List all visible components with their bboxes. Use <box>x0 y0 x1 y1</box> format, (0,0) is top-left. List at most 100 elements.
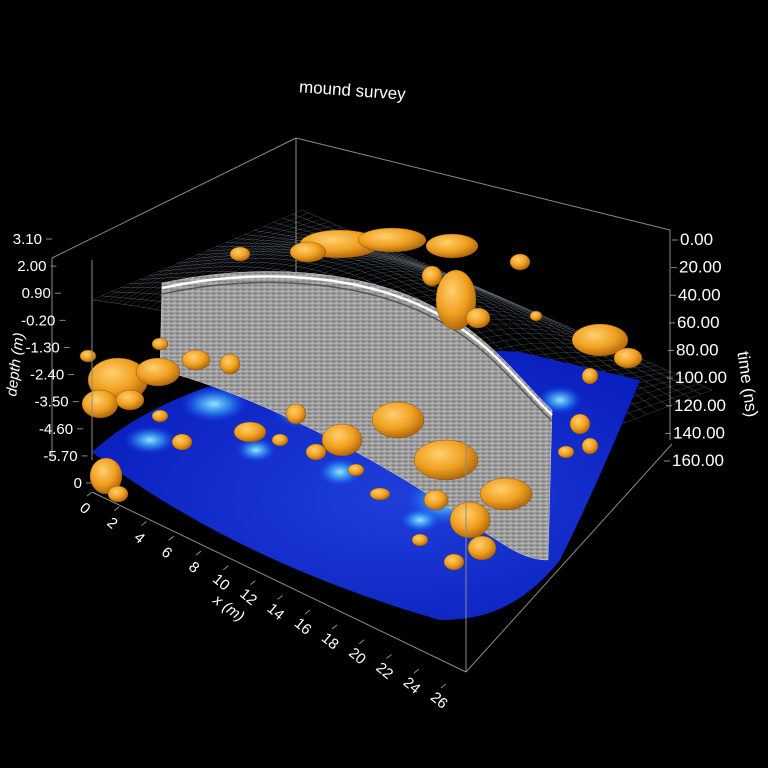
isosurface-blob <box>371 401 425 439</box>
time-tick-label: 60.00 <box>677 313 720 332</box>
x-tick-mark <box>222 565 229 571</box>
slice-hotspot <box>318 458 362 486</box>
mesh-line <box>117 221 330 304</box>
depth-tick-label: 0.90 <box>22 285 51 302</box>
time-axis-title: time (ns) <box>733 350 761 418</box>
x-tick-mark <box>413 668 420 674</box>
isosurface-blob <box>233 421 267 443</box>
isosurface-blob <box>581 437 599 455</box>
mesh-line <box>98 212 309 301</box>
isosurface-blob <box>271 433 289 447</box>
time-tick-label: 160.00 <box>672 451 724 470</box>
depth-tick-label: -4.60 <box>39 421 73 438</box>
x-tick-label: 20 <box>345 644 369 668</box>
x-tick-label: 10 <box>209 571 233 595</box>
radargram-section <box>159 271 553 561</box>
x-tick-mark <box>113 506 120 512</box>
isosurface-blob <box>557 445 575 459</box>
bounding-box-back <box>51 137 671 458</box>
mesh-line <box>110 218 323 303</box>
x-tick-mark <box>331 624 338 630</box>
time-tick-label: 0.00 <box>680 230 713 249</box>
isosurface-blob <box>321 423 363 457</box>
depth-tick-label: -2.40 <box>30 367 64 384</box>
isosurface-blob <box>229 246 251 262</box>
mesh-line <box>91 209 303 301</box>
x-tick-label: 6 <box>158 544 175 562</box>
isosurface-blob <box>285 403 307 425</box>
slice-hotspot <box>180 386 248 422</box>
time-tick-label: 140.00 <box>673 423 725 442</box>
mesh-line <box>123 224 337 305</box>
isosurface-blob <box>115 389 145 411</box>
x-tick-mark <box>304 609 311 615</box>
time-tick-label: 20.00 <box>679 258 722 277</box>
mesh-line <box>104 215 316 302</box>
isosurface-blob <box>305 443 327 461</box>
slice-hotspot <box>124 426 176 454</box>
time-tick-label: 100.00 <box>675 368 727 387</box>
x-tick-label: 4 <box>131 529 148 547</box>
isosurface-blob <box>411 533 429 547</box>
depth-tick-label: 3.10 <box>13 231 42 248</box>
isosurface-blob <box>509 253 531 271</box>
x-tick-label: 14 <box>264 600 288 624</box>
x-tick-mark <box>358 639 365 645</box>
isosurface-blob <box>479 477 533 511</box>
time-tick-label: 120.00 <box>674 396 726 415</box>
x-tick-label: 18 <box>318 630 342 654</box>
depth-tick-label: -0.20 <box>21 312 55 329</box>
slice-hotspot <box>400 508 440 532</box>
isosurface-blob <box>151 337 169 351</box>
time-tick-label: 80.00 <box>676 341 719 360</box>
isosurface-blob <box>443 553 465 571</box>
isosurface-blob <box>465 307 491 329</box>
x-tick-label: 2 <box>103 514 120 532</box>
isosurface-blob <box>449 501 491 539</box>
isosurface-blob <box>369 487 391 501</box>
x-tick-mark <box>86 491 93 497</box>
isosurface-blob <box>467 535 497 561</box>
depth-tick-label: -3.50 <box>34 394 68 411</box>
isosurface-blob <box>425 233 479 259</box>
x-tick-label: 26 <box>427 689 451 713</box>
isosurface-blob <box>413 439 479 481</box>
depth-tick-label: -5.70 <box>43 448 77 465</box>
isosurface-blob <box>107 485 129 503</box>
slice-hotspot <box>236 438 276 462</box>
isosurface-blob <box>89 457 123 495</box>
isosurface-blob <box>289 241 327 263</box>
isosurface-blob <box>529 310 543 322</box>
isosurface-blob <box>357 227 427 253</box>
isosurface-blob <box>81 389 119 419</box>
depth-tick-label: 0 <box>74 475 82 492</box>
isosurface-blob <box>135 357 181 387</box>
x-tick-mark <box>277 594 283 600</box>
isosurface-blob <box>435 269 477 331</box>
isosurface-blob <box>421 265 443 287</box>
depth-axis-title: depth (m) <box>3 332 28 398</box>
x-tick-label: 16 <box>291 615 315 639</box>
isosurface-blob <box>181 349 211 371</box>
isosurface-blob <box>171 433 193 451</box>
x-tick-label: 22 <box>373 659 397 683</box>
time-axis: 0.00 20.00 40.00 60.00 80.00 100.00 120.00 140.… <box>664 230 727 470</box>
time-tick-label: 40.00 <box>678 285 721 304</box>
isosurface-blob <box>613 347 643 369</box>
isosurface-blob <box>571 323 629 357</box>
x-tick-mark <box>440 683 447 689</box>
x-tick-label: 0 <box>76 499 93 517</box>
isosurface-blob <box>347 463 365 477</box>
x-tick-label: 8 <box>185 558 202 576</box>
x-tick-mark <box>168 535 175 541</box>
isosurface-blob <box>219 353 241 375</box>
depth-axis: 3.10 2.00 0.90 -0.20 -1.30 -2.40 -3.50 -4.60 -5.… <box>13 231 92 492</box>
x-tick-label: 24 <box>400 674 424 698</box>
x-tick-mark <box>195 550 202 556</box>
isosurface-blob <box>581 367 599 385</box>
isosurface-blob <box>569 413 591 435</box>
bounding-box-front <box>91 260 673 673</box>
isosurface-blob <box>423 489 449 511</box>
x-tick-mark <box>250 580 256 586</box>
